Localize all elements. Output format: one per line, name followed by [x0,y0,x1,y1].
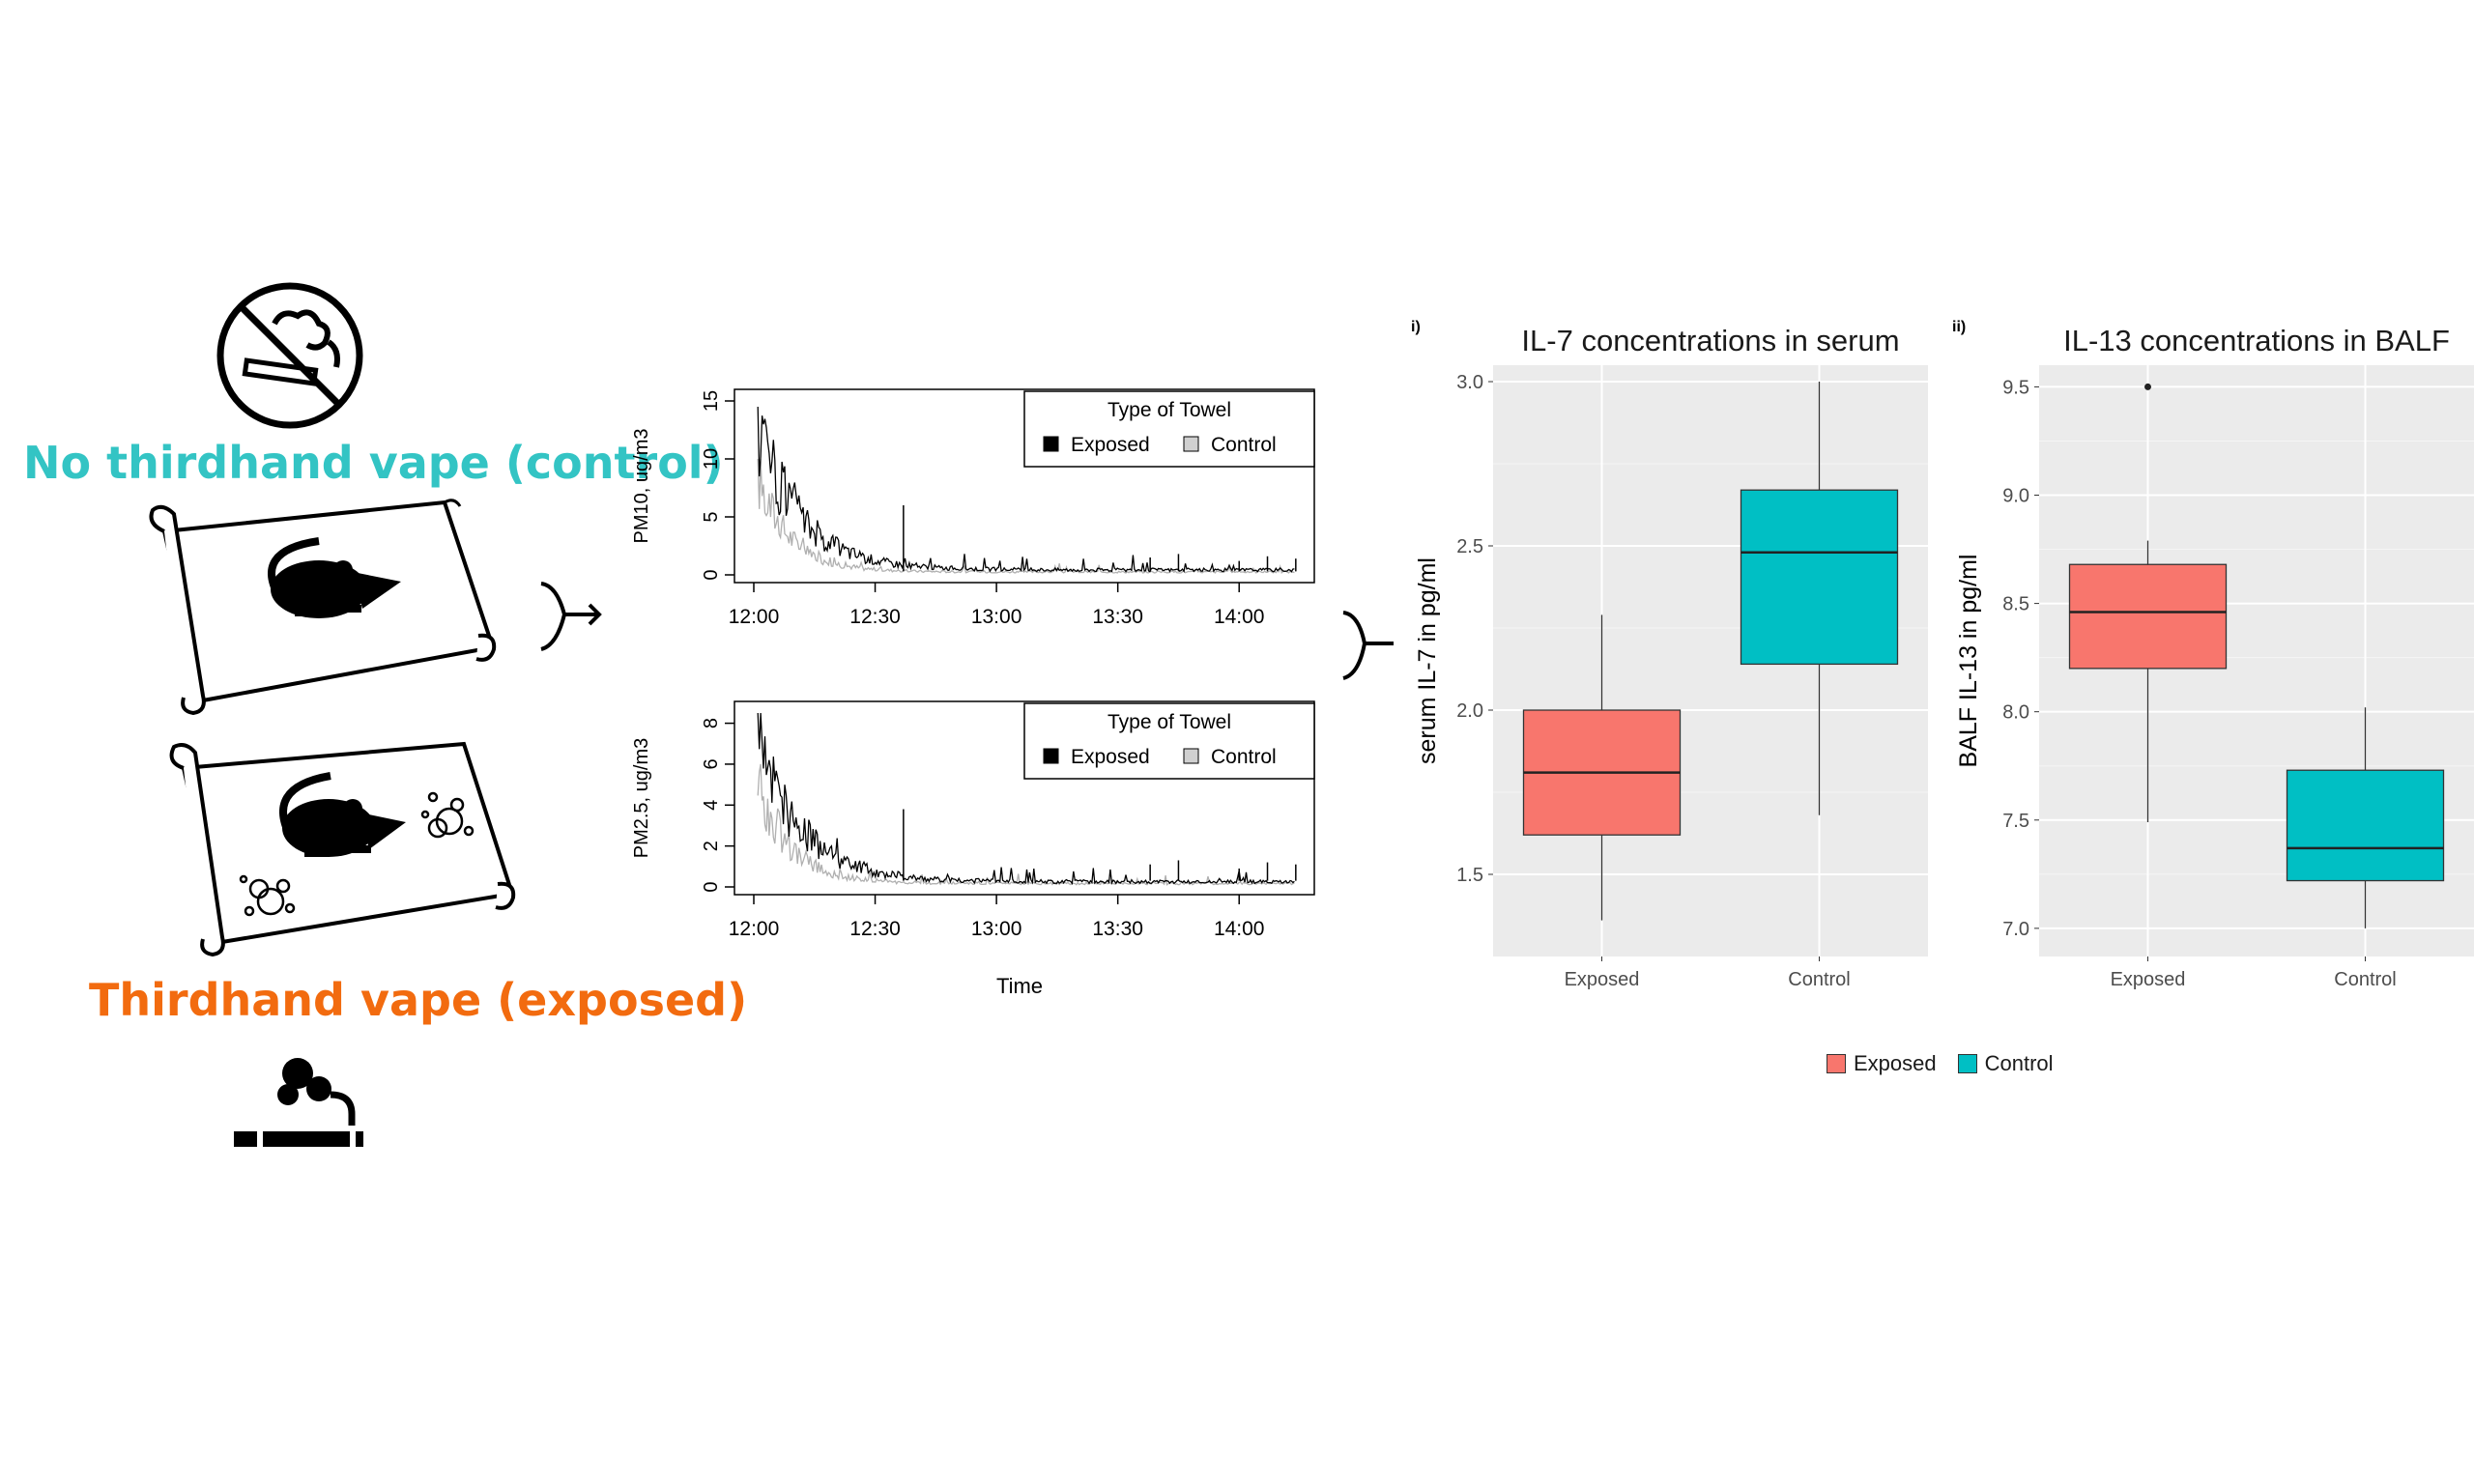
arrow-icon [540,582,602,651]
x-tick-label: 12:00 [729,606,780,628]
y-tick-label: 9.5 [2002,377,2029,398]
legend-swatch-exposed [1043,748,1059,764]
y-tick-label: 6 [701,758,722,769]
y-tick-label: 8.5 [2002,594,2029,615]
y-tick-label: 5 [701,511,722,522]
panel-label: i) [1411,319,1421,335]
x-tick-label: 13:00 [971,918,1022,940]
y-tick-label: 15 [701,390,722,412]
pm25-line-chart: 0 2 4 6 8 12:00 12:30 13:00 13:30 14:00 PM2.5, ug/… [631,700,1315,998]
y-tick-label: 2 [701,841,722,851]
series-line-control [757,763,1295,886]
x-tick-label: 12:30 [849,918,901,940]
series-line-exposed [757,712,1295,886]
x-tick-label: 12:00 [729,918,780,940]
box-plot-legend: Exposed Control [1827,1051,2054,1076]
y-tick-label: 8 [701,718,722,728]
series-line-control [757,458,1295,574]
outlier-exposed [2144,383,2151,390]
y-tick-label: 9.0 [2002,486,2029,507]
no-smoking-icon [216,282,363,429]
x-tick-label: Control [2334,969,2396,990]
y-tick-label: 0 [701,881,722,892]
y-tick-label: 0 [701,569,722,580]
y-tick-label: 7.0 [2002,919,2029,940]
y-tick-label: 2.0 [1456,700,1483,722]
x-tick-label: 13:30 [1092,918,1143,940]
y-axis-label: BALF IL-13 in pg/ml [1955,555,1982,768]
x-tick-label: Control [1788,969,1850,990]
y-axis-label: serum IL-7 in pg/ml [1414,557,1441,764]
il13-box-chart: ii) IL-13 concentrations in BALF 7.0 7.5 8.0… [1952,319,2474,990]
x-tick-label: Exposed [1565,969,1640,990]
y-tick-label: 8.0 [2002,702,2029,724]
x-tick-label: 13:00 [971,606,1022,628]
legend-title: Type of Towel [1108,711,1231,733]
legend-title: Type of Towel [1108,399,1231,421]
legend-box [1023,702,1315,780]
y-tick-label: 4 [701,800,722,811]
plot-frame [734,388,1315,584]
y-tick-label: 3.0 [1456,372,1483,393]
legend-swatch-control [1183,436,1199,452]
vaping-icon [234,1058,363,1147]
chart-title: IL-13 concentrations in BALF [2063,324,2450,357]
mouse-on-towel-with-vapor-icon [169,741,516,957]
series-line-exposed [757,406,1295,574]
y-tick-label: 2.5 [1456,536,1483,557]
box-control [2286,769,2445,882]
plot-frame [734,700,1315,896]
pm10-line-chart: 0 5 10 15 12:00 12:30 13:00 13:30 14:00 PM10, ug/… [631,388,1315,628]
arrow-icon [1342,611,1394,680]
legend-label-control: Control [1211,434,1277,456]
y-tick-label: 7.5 [2002,811,2029,832]
legend-swatch-exposed [1827,1054,1846,1073]
x-tick-label: 14:00 [1214,918,1265,940]
x-tick-label: Exposed [2111,969,2186,990]
box-control [1740,489,1899,666]
control-label: No thirdhand vape (control) [23,437,724,489]
legend-label-control: Control [1211,746,1277,768]
x-tick-label: 12:30 [849,606,901,628]
legend-label-exposed: Exposed [1071,434,1150,456]
il7-box-chart: i) IL-7 concentrations in serum 1.5 2.0 2.5 3… [1411,319,1928,990]
x-axis-label: Time [996,974,1043,998]
panel-label: ii) [1952,319,1966,335]
box-exposed [2068,563,2228,670]
legend-label-control: Control [1984,1051,2054,1075]
y-tick-label: 1.5 [1456,865,1483,886]
legend-swatch-exposed [1043,436,1059,452]
y-axis-label: PM10, ug/m3 [631,429,652,544]
legend-swatch-control [1957,1054,1977,1073]
legend-label-exposed: Exposed [1854,1051,1937,1075]
legend-swatch-control [1183,748,1199,764]
legend-label-exposed: Exposed [1071,746,1150,768]
mouse-on-towel-icon [149,499,497,715]
exposed-label: Thirdhand vape (exposed) [89,974,748,1026]
x-tick-label: 13:30 [1092,606,1143,628]
y-tick-label: 10 [701,448,722,470]
legend-box [1023,390,1315,468]
chart-title: IL-7 concentrations in serum [1521,324,1899,357]
y-axis-label: PM2.5, ug/m3 [631,738,652,859]
x-tick-label: 14:00 [1214,606,1265,628]
